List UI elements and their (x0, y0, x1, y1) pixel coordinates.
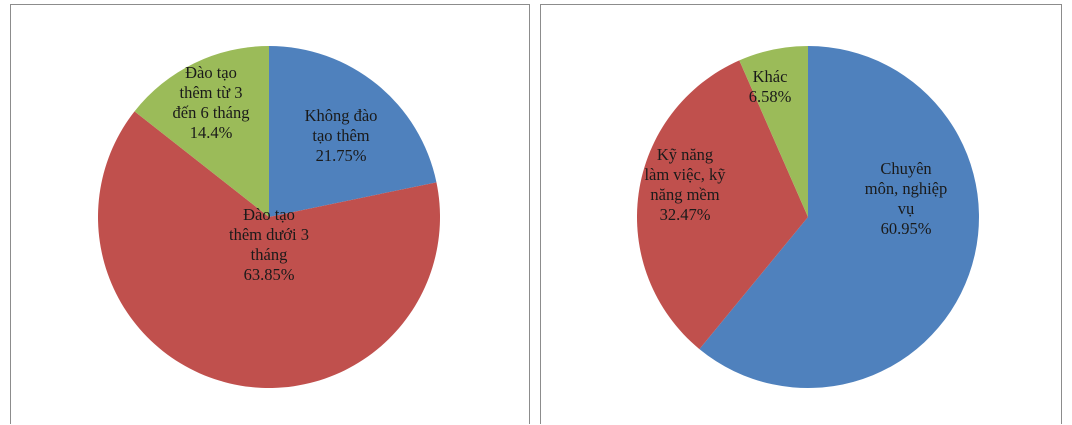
slice-label-0-0: Không đào tạo thêm 21.75% (305, 106, 378, 165)
slice-label-line-0-2-2: đến 6 tháng (173, 103, 250, 122)
slice-label-line-1-0-3: 60.95% (881, 219, 932, 238)
slice-label-line-1-0-0: Chuyên (880, 159, 931, 178)
slice-label-1-2: Khác 6.58% (749, 67, 792, 106)
pie-slice-0-0 (269, 46, 437, 217)
slice-label-1-0: Chuyên môn, nghiệp vụ 60.95% (865, 159, 948, 238)
slice-label-line-0-1-0: Đào tạo (243, 205, 295, 224)
slice-label-line-1-2-0: Khác (753, 67, 788, 86)
slice-label-0-2: Đào tạo thêm từ 3 đến 6 tháng 14.4% (173, 63, 250, 142)
slice-label-0-1: Đào tạo thêm dưới 3 tháng 63.85% (229, 205, 309, 284)
slice-label-line-0-1-1: thêm dưới 3 (229, 225, 309, 244)
slice-label-line-1-1-1: làm việc, kỹ (644, 165, 726, 184)
slice-label-line-0-2-1: thêm từ 3 (179, 83, 242, 102)
slice-label-line-0-1-2: tháng (251, 245, 288, 264)
pie-chart-training-duration: Không đào tạo thêm 21.75%Đào tạo thêm dưới … (98, 45, 441, 388)
slice-label-line-0-0-2: 21.75% (316, 146, 367, 165)
slice-label-line-1-2-1: 6.58% (749, 87, 792, 106)
slice-label-line-1-1-2: năng mềm (650, 185, 719, 204)
slice-label-line-1-1-0: Kỹ năng (657, 145, 713, 164)
slice-label-1-1: Kỹ năng làm việc, kỹ năng mềm 32.47% (644, 145, 726, 224)
slice-label-line-0-2-0: Đào tạo (185, 63, 237, 82)
slice-label-line-0-1-3: 63.85% (244, 265, 295, 284)
slice-label-line-0-2-3: 14.4% (190, 123, 233, 142)
slice-label-line-1-0-1: môn, nghiệp (865, 179, 948, 198)
pie-slice-1-1 (636, 60, 808, 350)
pie-slice-1-2 (739, 46, 808, 217)
slice-label-line-0-0-1: tạo thêm (312, 126, 369, 145)
pie-slice-0-2 (134, 45, 269, 217)
slice-label-line-1-0-2: vụ (898, 199, 915, 218)
slice-label-line-1-1-3: 32.47% (660, 205, 711, 224)
slice-label-line-0-0-0: Không đào (305, 106, 378, 125)
pie-slice-1-0 (699, 46, 979, 388)
chart-panel-training-duration: Không đào tạo thêm 21.75% Đào tạo thêm dưới … (10, 4, 530, 424)
pie-slice-0-1 (98, 111, 441, 388)
chart-panel-training-content: Chuyên môn, nghiệp vụ 60.95% Kỹ năng làm việc… (540, 4, 1062, 424)
pie-chart-training-content: Chuyên môn, nghiệp vụ 60.95% Kỹ năng làm việc… (636, 46, 979, 388)
